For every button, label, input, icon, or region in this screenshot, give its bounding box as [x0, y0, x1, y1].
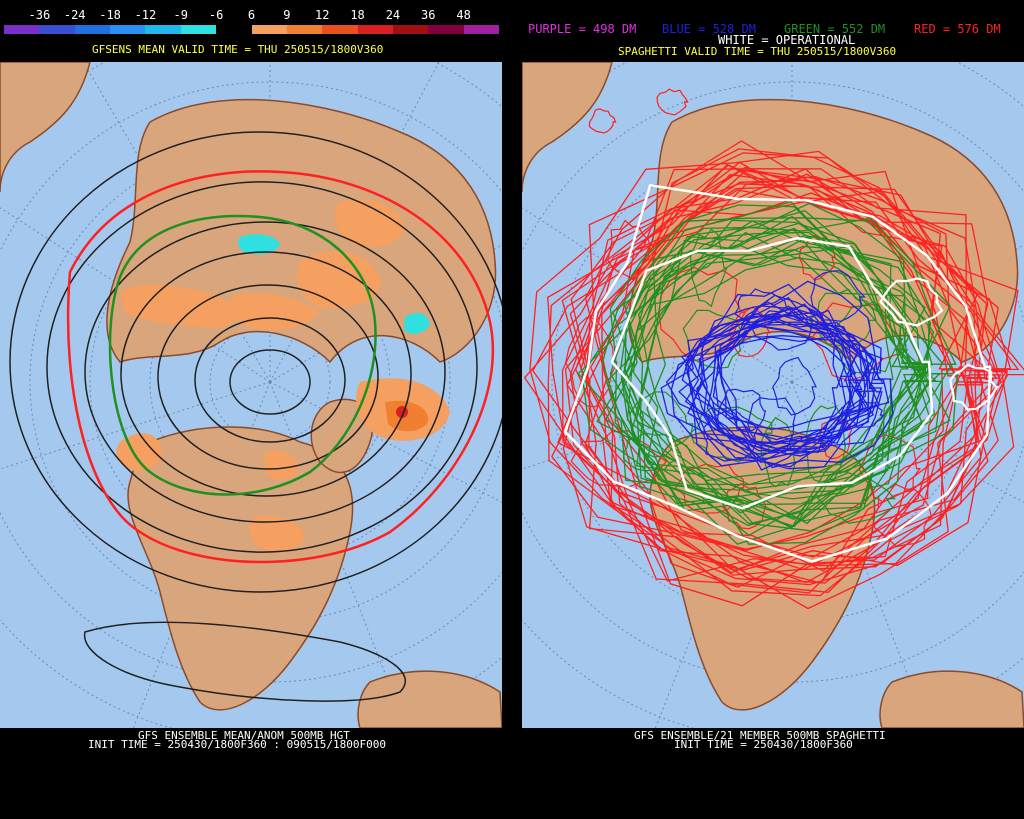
spaghetti-contour [687, 280, 894, 469]
colorbar-tick-label: 48 [456, 8, 471, 22]
mean-footer-title: GFS ENSEMBLE MEAN/ANOM 500MB HGT [138, 729, 350, 742]
spaghetti-contour [610, 236, 934, 510]
colorbar-swatch [357, 25, 393, 34]
mean-valid-time-title: GFSENS MEAN VALID TIME = THU 250515/1800… [92, 43, 384, 56]
colorbar-tick-label: 24 [385, 8, 401, 22]
spaghetti-panel: PURPLE = 498 DM BLUE = 528 DM GREEN = 55… [522, 0, 1024, 819]
anomaly-colorbar [4, 25, 500, 34]
ensemble-mean-map [0, 62, 502, 728]
colorbar-tick-label: -12 [134, 8, 157, 22]
spaghetti-contour [607, 219, 651, 281]
spaghetti-contour [588, 108, 617, 134]
legend-red: RED = 576 DM [914, 22, 1001, 36]
spaghetti-contour [817, 472, 896, 524]
colorbar-swatch [428, 25, 464, 34]
height-anomaly-shading [116, 198, 450, 553]
spaghetti-contour [563, 183, 992, 563]
colorbar-swatch [463, 25, 500, 34]
spaghetti-valid-time-title: SPAGHETTI VALID TIME = THU 250515/1800V3… [618, 45, 897, 58]
spaghetti-contour [574, 168, 1020, 582]
mean-footer-init: INIT TIME = 250430/1800F360 : 090515/180… [88, 738, 387, 751]
spaghetti-contour [609, 204, 926, 512]
spaghetti-footer-title: GFS ENSEMBLE/21 MEMBER 500MB SPAGHETTI [634, 729, 886, 742]
colorbar-tick-label: 12 [314, 8, 330, 22]
spaghetti-contour [601, 217, 951, 507]
spaghetti-contour [686, 304, 882, 443]
colorbar-swatch [251, 25, 287, 34]
spaghetti-contour [751, 305, 813, 351]
spaghetti-contour [706, 335, 846, 455]
spaghetti-map [522, 62, 1024, 728]
height-contours [9, 131, 502, 702]
spaghetti-contour [629, 391, 694, 458]
key-isopleths [66, 170, 495, 564]
colorbar-swatch [110, 25, 146, 34]
spaghetti-contour [570, 430, 668, 489]
spaghetti-contour [682, 309, 742, 369]
spaghetti-lines [523, 88, 1024, 610]
spaghetti-contour [872, 483, 933, 548]
ensemble-mean-panel: -36 -24 -18 -12 -9 -6 6 9 12 18 24 36 48 GFSENS MEAN… [0, 0, 502, 819]
spaghetti-footer-init: INIT TIME = 250430/1800F360 [674, 738, 853, 751]
colorbar-tick-label: 9 [283, 8, 291, 22]
spaghetti-contour [717, 388, 767, 432]
spaghetti-contour [734, 288, 788, 327]
spaghetti-contour [523, 163, 986, 584]
colorbar-tick-label: 6 [247, 8, 256, 22]
spaghetti-contour [949, 363, 999, 411]
colorbar-swatch [322, 25, 358, 34]
legend-purple: PURPLE = 498 DM [528, 22, 637, 36]
spaghetti-contour [660, 325, 883, 460]
spaghetti-contour [703, 409, 760, 462]
spaghetti-contour [656, 88, 689, 116]
spaghetti-contour [747, 397, 796, 453]
spaghetti-contour [529, 150, 1019, 597]
colorbar-tick-label: -36 [28, 8, 51, 22]
spaghetti-footer: GFS ENSEMBLE/21 MEMBER 500MB SPAGHETTI I… [522, 728, 1024, 819]
spaghetti-contour [848, 400, 885, 428]
spaghetti-contour [547, 164, 993, 610]
spaghetti-contour [698, 305, 855, 464]
spaghetti-contour [670, 325, 875, 462]
colorbar-tick-label: -18 [99, 8, 121, 22]
legend-white: WHITE = OPERATIONAL [718, 33, 856, 47]
spaghetti-contour [577, 215, 942, 528]
spaghetti-contour [580, 166, 999, 572]
colorbar-swatch [4, 25, 40, 34]
colorbar-swatch [39, 25, 75, 34]
colorbar-tick-labels: -36 -24 -18 -12 -9 -6 6 9 12 18 24 36 48 [0, 8, 502, 22]
panel-divider [502, 0, 522, 819]
spaghetti-contour [772, 356, 817, 416]
spaghetti-contour [561, 169, 1002, 571]
spaghetti-contour [810, 270, 866, 323]
colorbar-swatch [180, 25, 217, 34]
colorbar-tick-label: -6 [208, 8, 224, 22]
colorbar-tick-label: -9 [173, 8, 189, 22]
spaghetti-contour [624, 236, 944, 527]
spaghetti-contour [689, 228, 728, 308]
landmasses [0, 62, 502, 728]
spaghetti-contour [622, 432, 683, 472]
colorbar-swatch [74, 25, 111, 34]
spaghetti-contour [665, 315, 875, 445]
colorbar-swatch [145, 25, 181, 34]
spaghetti-contour [879, 277, 944, 327]
legend-green: GREEN = 552 DM [784, 22, 886, 36]
spaghetti-contour [624, 202, 954, 532]
spaghetti-contour [622, 245, 929, 506]
legend-blue: BLUE = 528 DM [662, 22, 756, 36]
spaghetti-contour [714, 309, 870, 450]
mean-footer: GFS ENSEMBLE MEAN/ANOM 500MB HGT INIT TI… [0, 728, 502, 819]
colorbar-tick-label: 18 [350, 8, 365, 22]
colorbar-tick-label: 36 [421, 8, 436, 22]
colorbar-swatch [216, 25, 252, 34]
colorbar-tick-label: -24 [63, 8, 86, 22]
spaghetti-contour [687, 312, 875, 470]
colorbar-swatch [392, 25, 429, 34]
colorbar-swatch [286, 25, 323, 34]
spaghetti-contour [635, 222, 924, 525]
